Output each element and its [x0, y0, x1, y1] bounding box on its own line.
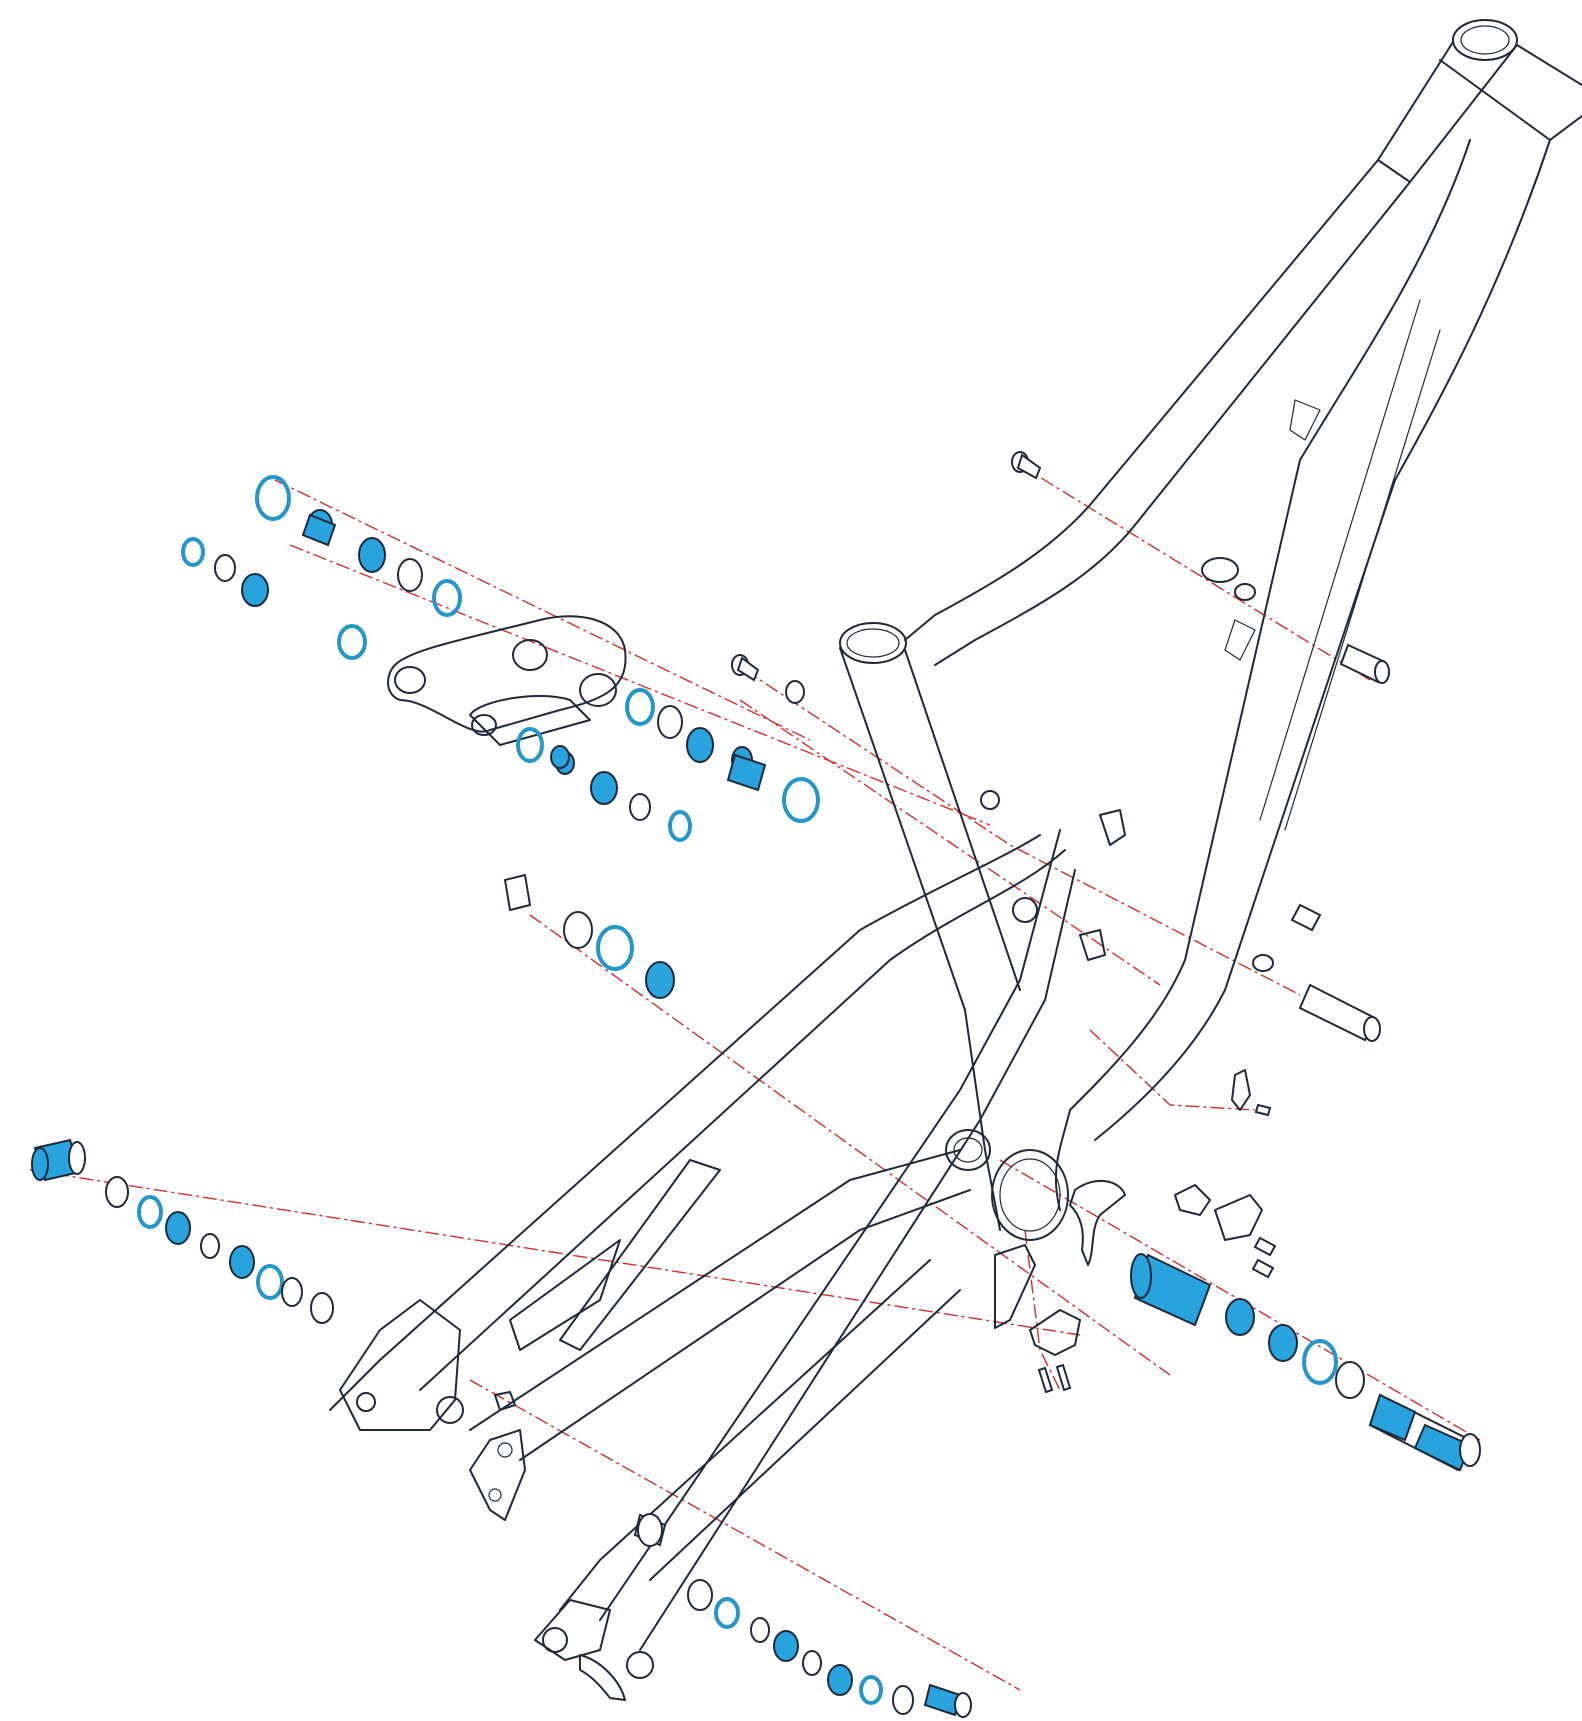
- pin: [1298, 983, 1377, 1042]
- o-ring: [668, 810, 692, 842]
- frame-guard: [1069, 1179, 1126, 1266]
- chain-guide: [994, 1244, 1036, 1329]
- washer: [750, 1617, 770, 1643]
- washer: [397, 558, 423, 592]
- o-ring: [1302, 1339, 1338, 1385]
- small-bolt: [1055, 1363, 1072, 1392]
- washer: [892, 1685, 914, 1715]
- bearings: [165, 509, 1298, 1696]
- small-bolt: [1253, 1236, 1277, 1257]
- washer: [1252, 954, 1274, 972]
- guide-clip: [1231, 1069, 1251, 1111]
- o-ring: [432, 579, 462, 617]
- washer: [105, 1176, 129, 1208]
- rocker-link: [387, 615, 627, 746]
- o-ring: [181, 537, 205, 567]
- o-ring: [714, 1597, 740, 1629]
- washer: [214, 554, 236, 582]
- o-ring: [625, 688, 655, 726]
- o-ring: [337, 624, 367, 660]
- bearing: [358, 537, 386, 573]
- o-ring: [782, 777, 820, 823]
- o-ring: [255, 475, 291, 521]
- washer: [563, 911, 593, 949]
- bolts: [633, 451, 1390, 1547]
- washer: [629, 793, 651, 821]
- small-bolt: [1037, 1366, 1054, 1394]
- bearing-cup: [504, 874, 531, 911]
- pin: [1290, 903, 1322, 932]
- o-ring: [596, 925, 634, 971]
- cable-guide: [1029, 1309, 1081, 1356]
- bearing: [686, 727, 714, 763]
- bearing: [827, 1664, 853, 1696]
- washer: [657, 705, 683, 739]
- explode-axes: [29, 464, 1481, 1691]
- bearing: [229, 1245, 255, 1279]
- washer: [310, 1292, 334, 1324]
- washer: [687, 1579, 713, 1611]
- bearing: [165, 1211, 191, 1245]
- washers: [105, 554, 1365, 1715]
- washer: [802, 1650, 822, 1676]
- axles: [31, 513, 1481, 1718]
- derailleur-hanger: [469, 1429, 526, 1521]
- hanger-nut: [494, 1391, 516, 1411]
- bearing: [590, 771, 618, 805]
- o-ring: [516, 727, 544, 763]
- bearing: [773, 1630, 799, 1662]
- washer: [281, 1277, 303, 1307]
- front-triangle: [839, 19, 1582, 1241]
- chainstay-protector: [579, 1654, 626, 1701]
- guide-clip: [1099, 809, 1126, 846]
- bearing: [1268, 1324, 1298, 1362]
- guide-clip: [1079, 929, 1106, 961]
- o-rings: [137, 475, 1338, 1705]
- washer: [1335, 1361, 1365, 1399]
- washer: [200, 1233, 220, 1259]
- washer: [785, 680, 805, 704]
- o-ring: [859, 1675, 883, 1705]
- rear-triangle: [329, 790, 1076, 1679]
- bearing: [1225, 1298, 1255, 1336]
- hardware: [469, 809, 1263, 1701]
- cable-guide: [1214, 1194, 1263, 1241]
- small-bolt: [1254, 1103, 1272, 1117]
- o-ring: [256, 1264, 284, 1300]
- bearing: [645, 961, 675, 999]
- cable-guide: [1174, 1184, 1211, 1216]
- o-ring: [137, 1195, 163, 1229]
- small-bolt: [1251, 1258, 1275, 1279]
- bearing: [241, 573, 269, 607]
